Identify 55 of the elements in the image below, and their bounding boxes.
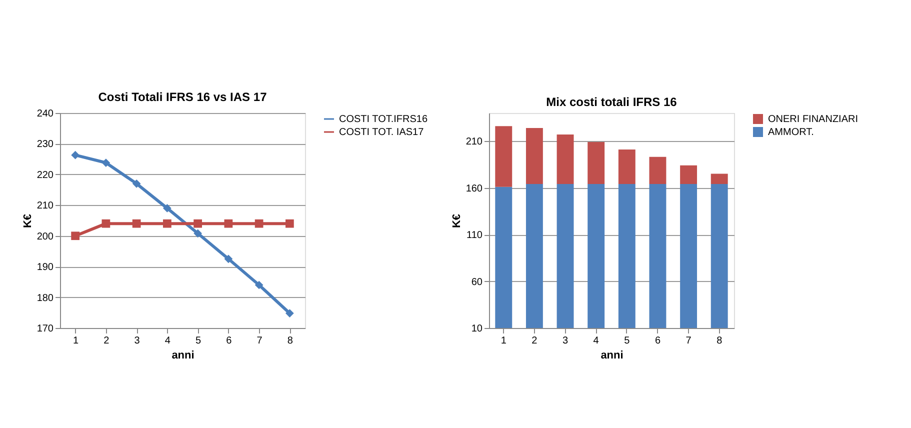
chart-title: Mix costi totali IFRS 16 xyxy=(546,95,678,109)
y-tick-label: 240 xyxy=(36,108,54,120)
x-tick-label: 8 xyxy=(287,336,294,346)
y-tick-label: 210 xyxy=(466,136,483,148)
x-tick-label: 6 xyxy=(226,336,232,346)
y-tick-label: 180 xyxy=(36,292,54,304)
y-axis-title: K€ xyxy=(450,214,463,228)
point xyxy=(102,158,110,167)
chart-title: Costi Totali IFRS 16 vs IAS 17 xyxy=(98,90,268,104)
point xyxy=(224,219,233,228)
y-axis-title: K€ xyxy=(22,214,34,228)
y-tick-label: 110 xyxy=(466,230,483,242)
point xyxy=(194,229,202,238)
x-tick-label: 2 xyxy=(532,336,538,346)
x-tick-label: 3 xyxy=(134,336,140,346)
legend-label: AMMORT. xyxy=(768,127,814,138)
point xyxy=(163,219,172,228)
point xyxy=(194,219,202,228)
point xyxy=(71,150,80,160)
x-axis-title: anni xyxy=(600,350,624,362)
x-tick-label: 1 xyxy=(500,336,507,346)
x-tick-label: 4 xyxy=(164,336,171,346)
x-tick-label: 4 xyxy=(593,336,600,346)
legend-label: ONERI FINANZIARI xyxy=(768,114,858,125)
x-tick-label: 5 xyxy=(624,336,630,346)
point xyxy=(254,219,264,228)
y-tick-label: 160 xyxy=(466,183,483,194)
point xyxy=(224,254,233,264)
point xyxy=(71,232,80,240)
point xyxy=(286,219,294,228)
point xyxy=(132,219,141,228)
x-tick-label: 2 xyxy=(104,336,110,346)
x-tick-label: 3 xyxy=(562,336,568,346)
y-tick-label: 230 xyxy=(36,139,54,150)
x-tick-label: 1 xyxy=(73,336,80,346)
point xyxy=(132,179,141,188)
y-tick-label: 190 xyxy=(36,262,54,274)
x-tick-label: 5 xyxy=(196,336,202,346)
point xyxy=(286,309,294,318)
point xyxy=(102,219,110,228)
y-tick-label: 170 xyxy=(36,324,54,334)
point xyxy=(163,204,172,212)
x-tick-label: 8 xyxy=(716,336,723,346)
point xyxy=(254,280,264,290)
y-tick-label: 60 xyxy=(471,276,483,288)
y-tick-label: 10 xyxy=(471,324,483,334)
x-axis-title: anni xyxy=(172,350,194,362)
y-tick-label: 210 xyxy=(36,200,54,212)
legend-label: COSTI TOT.IFRS16 xyxy=(339,114,428,125)
y-tick-label: 200 xyxy=(36,231,54,242)
x-tick-label: 7 xyxy=(686,336,692,346)
x-tick-label: 6 xyxy=(654,336,661,346)
y-tick-label: 220 xyxy=(36,170,54,181)
legend-label: COSTI TOT. IAS17 xyxy=(339,127,424,138)
x-tick-label: 7 xyxy=(256,336,263,346)
